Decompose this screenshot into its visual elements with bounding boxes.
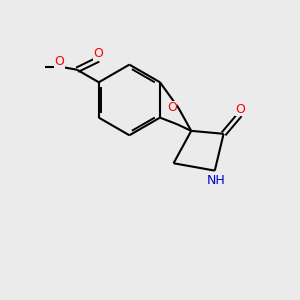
Text: O: O <box>167 101 177 114</box>
Text: O: O <box>55 55 64 68</box>
Text: O: O <box>93 47 103 60</box>
Text: NH: NH <box>207 173 226 187</box>
Text: O: O <box>236 103 245 116</box>
